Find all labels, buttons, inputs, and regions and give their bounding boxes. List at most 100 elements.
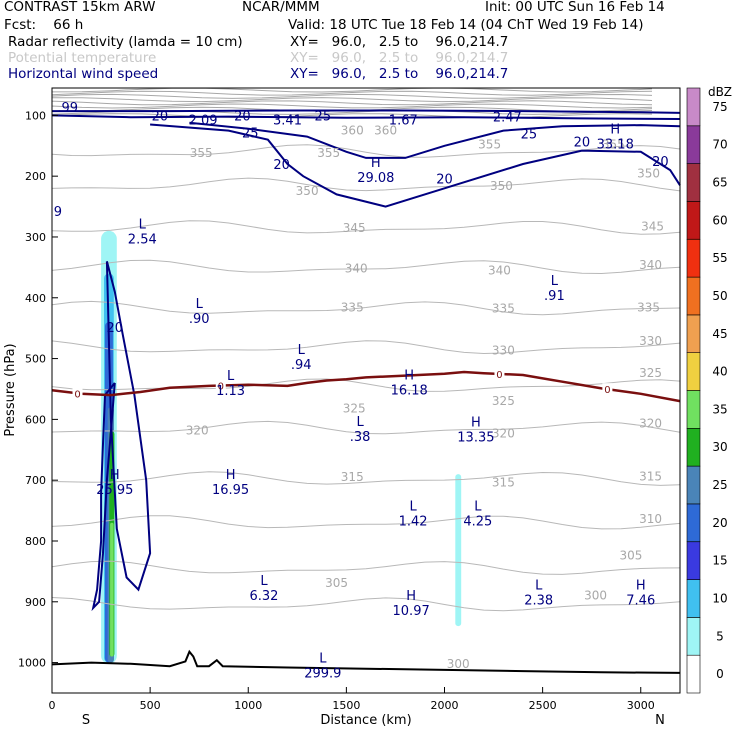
- theta-contour: [51, 420, 681, 435]
- y-axis-label: Pressure (hPa): [3, 343, 18, 436]
- theta-label: 340: [639, 258, 662, 272]
- theta-label: 325: [492, 394, 515, 408]
- x-axis-label: Distance (km): [320, 713, 411, 728]
- colorbar-title: dBZ: [708, 85, 732, 99]
- zero-label-bg: [215, 379, 226, 392]
- extremum-kind: L: [227, 369, 235, 384]
- theta-contours: [51, 87, 681, 612]
- extremum-value: 6.32: [249, 589, 278, 604]
- y-tick-label: 900: [25, 596, 46, 609]
- theta-label: 350: [637, 167, 660, 181]
- init-time: Init: 00 UTC Sun 16 Feb 14: [485, 0, 665, 15]
- extremum-value: 9: [54, 205, 62, 220]
- colorbar-swatch: [686, 276, 701, 316]
- extremum-value: 2.09: [189, 113, 218, 128]
- extremum-value: 2.38: [524, 594, 553, 609]
- axes-layer: 0 500 1000 1500 2000 2500 30001002003004005006…: [18, 109, 655, 712]
- theta-label: 355: [478, 138, 501, 152]
- field-xy-theta: XY= 96.0, 2.5 to 96.0,214.7: [290, 50, 509, 66]
- extremum-value: 13.35: [457, 431, 494, 446]
- wind-contour: [51, 114, 681, 120]
- extremum-value: 1.42: [399, 515, 428, 530]
- colorbar-level: 65: [712, 176, 727, 190]
- colorbar-level: 45: [712, 327, 727, 341]
- zero-label-bg: [494, 367, 505, 380]
- colorbar-level: 10: [712, 592, 727, 606]
- theta-label: 330: [492, 344, 515, 358]
- y-tick-label: 200: [25, 170, 46, 183]
- extremum-value: .38: [350, 430, 371, 445]
- theta-label: 315: [639, 470, 662, 484]
- extremum-kind: L: [319, 652, 327, 667]
- theta-label: 300: [584, 589, 607, 603]
- theta-contour-upper: [51, 100, 653, 106]
- wind-label: 25: [315, 109, 332, 124]
- colorbar-swatch: [686, 654, 701, 694]
- extremum-value: 33.18: [597, 138, 634, 153]
- zero-isotherm-label: 0: [218, 382, 224, 393]
- y-tick-label: 400: [25, 292, 46, 305]
- colorbar-level: 35: [712, 402, 727, 416]
- theta-label: 305: [325, 576, 348, 590]
- extremum-value: 7.46: [626, 594, 655, 609]
- wind-label: 20: [436, 173, 453, 188]
- zero-isotherm-label: 0: [74, 389, 80, 400]
- theta-contour-upper: [51, 97, 653, 103]
- extremum-value: 16.18: [391, 383, 428, 398]
- plot-frame: [51, 87, 681, 694]
- wind-label: 20: [652, 155, 669, 170]
- colorbar-swatch: [686, 163, 701, 202]
- theta-label: 355: [190, 146, 213, 160]
- forecast-hour: Fcst: 66 h: [4, 17, 84, 33]
- colorbar-level: 55: [712, 251, 727, 265]
- extremum-kind: H: [636, 579, 646, 594]
- colorbar-swatch: [686, 201, 701, 240]
- y-tick-label: 300: [25, 231, 46, 244]
- wind-contour: [189, 121, 681, 159]
- wind-label: 20: [273, 158, 290, 173]
- extremum-kind: H: [471, 416, 481, 431]
- extremum-value: 2.47: [493, 110, 522, 125]
- extremum-value: .91: [544, 289, 565, 304]
- field-xy-reflectivity: XY= 96.0, 2.5 to 96.0,214.7: [290, 34, 509, 50]
- extremum-kind: H: [404, 368, 414, 383]
- lines-layer: 0 0 0 0: [51, 367, 681, 674]
- theta-label: 345: [343, 221, 366, 235]
- theta-label: 320: [639, 417, 662, 431]
- extremum-kind: L: [139, 217, 147, 232]
- theta-label: 325: [343, 401, 366, 415]
- y-tick-label: 500: [25, 353, 46, 366]
- wind-label: 20: [574, 136, 591, 151]
- surface-line: [51, 649, 681, 674]
- theta-label: 320: [186, 423, 209, 437]
- x-tick-label: 500: [140, 699, 161, 712]
- theta-label: 305: [619, 549, 642, 563]
- theta-contour: [51, 144, 681, 158]
- theta-contour: [51, 597, 681, 612]
- extremum-value: 2.54: [128, 232, 157, 247]
- field-xy-wind: XY= 96.0, 2.5 to 96.0,214.7: [290, 66, 509, 82]
- y-tick-label: 1000: [18, 657, 46, 670]
- theta-label: 335: [341, 301, 364, 315]
- reflectivity-cell: [455, 474, 462, 627]
- theta-contour: [51, 177, 681, 192]
- x-tick-label: 0: [49, 699, 56, 712]
- wind-contour: [105, 261, 152, 592]
- wind-contours: [51, 109, 681, 612]
- colorbar-swatch: [686, 579, 701, 618]
- colorbar-swatch: [686, 390, 701, 429]
- colorbar-level: 50: [712, 289, 727, 303]
- extremum-value: 25.95: [96, 483, 133, 498]
- theta-contour-upper: [51, 113, 653, 119]
- y-tick-label: 800: [25, 535, 46, 548]
- wind-contour: [150, 123, 681, 208]
- extremum-value: .94: [291, 358, 312, 373]
- wind-label: 20: [152, 109, 169, 124]
- colorbar-level: 70: [712, 138, 727, 152]
- colorbar-level: 25: [712, 478, 727, 492]
- theta-contour-upper: [51, 103, 653, 109]
- colorbar-swatch: [686, 314, 701, 353]
- theta-contour: [51, 220, 681, 235]
